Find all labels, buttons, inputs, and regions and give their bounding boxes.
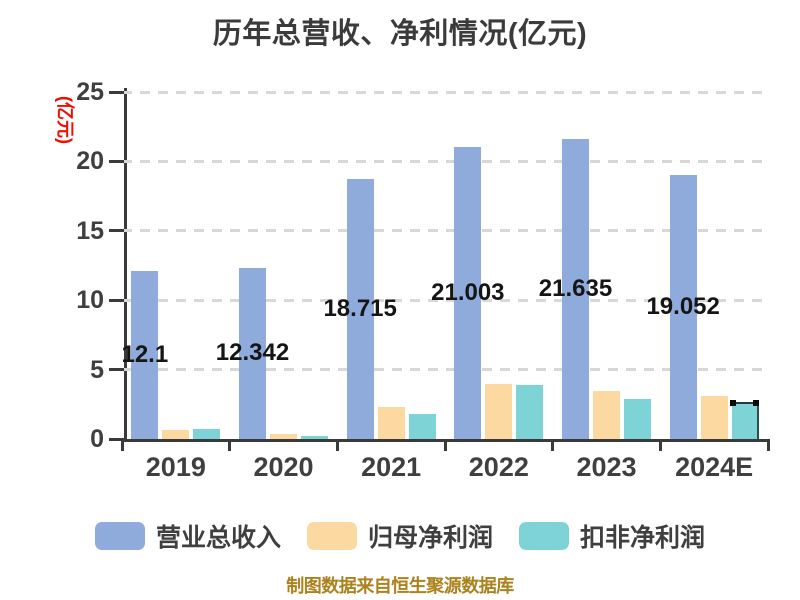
bar-归母净利润-2024E xyxy=(700,395,728,439)
data-source-caption: 制图数据来自恒生聚源数据库 xyxy=(286,576,514,596)
y-tick-label-25: 25 xyxy=(76,78,104,106)
y-axis-line xyxy=(124,88,127,439)
x-tick-2 xyxy=(335,439,339,451)
bar-value-label-2022: 21.003 xyxy=(431,279,505,307)
bar-营业总收入-2020 xyxy=(238,267,266,439)
y-tick-5 xyxy=(109,368,124,372)
plot-area: 0 5 10 15 20 25 2019 12.1 2020 12.342 2021 18.715 20… xyxy=(76,79,770,482)
gridline-5 xyxy=(122,368,768,372)
bar-value-label-2019: 12.1 xyxy=(121,341,169,369)
x-tick-3 xyxy=(443,439,447,451)
gridline-25 xyxy=(122,90,768,94)
y-tick-0 xyxy=(109,437,124,441)
bar-营业总收入-2022 xyxy=(454,147,482,439)
legend-item-revenue: 营业总收入 xyxy=(94,518,281,554)
gridline-10 xyxy=(122,298,768,302)
y-tick-label-20: 20 xyxy=(76,147,104,176)
bar-group-2021 xyxy=(337,92,445,439)
bar-归母净利润-2023 xyxy=(592,391,620,439)
y-tick-label-10: 10 xyxy=(76,286,104,315)
bar-value-label-2024E: 19.052 xyxy=(646,292,720,320)
y-tick-25 xyxy=(109,90,124,94)
legend-swatch-revenue xyxy=(94,522,145,550)
y-tick-15 xyxy=(109,229,124,233)
y-tick-10 xyxy=(109,298,124,302)
legend-swatch-non-gaap-profit xyxy=(519,522,569,550)
y-tick-20 xyxy=(109,159,124,163)
bar-归母净利润-2020 xyxy=(269,434,297,439)
y-tick-label-0: 0 xyxy=(90,425,104,453)
x-category-label-2022: 2022 xyxy=(468,452,529,482)
x-tick-4 xyxy=(551,439,555,451)
legend-label-revenue: 营业总收入 xyxy=(155,524,281,552)
bar-group-2023 xyxy=(553,92,661,439)
bar-归母净利润-2019 xyxy=(162,429,190,439)
bar-group-2020 xyxy=(230,92,338,439)
bar-扣非净利润-2023 xyxy=(623,398,651,439)
x-tick-6 xyxy=(766,439,770,451)
bar-扣非净利润-2019 xyxy=(193,429,221,439)
bar-扣非净利润-2024E xyxy=(729,400,759,439)
bar-归母净利润-2021 xyxy=(377,407,405,439)
gridline-20 xyxy=(122,159,768,163)
bar-value-label-2020: 12.342 xyxy=(215,339,290,367)
bar-归母净利润-2022 xyxy=(485,384,513,439)
bar-营业总收入-2024E xyxy=(669,174,697,439)
bar-group-2024E xyxy=(660,92,768,439)
bar-营业总收入-2021 xyxy=(346,179,374,439)
legend-label-net-profit: 归母净利润 xyxy=(367,524,493,552)
x-category-label-2023: 2023 xyxy=(576,452,637,482)
x-category-label-2021: 2021 xyxy=(361,452,422,482)
legend: 营业总收入 归母净利润 扣非净利润 xyxy=(0,518,800,554)
bar-扣非净利润-2021 xyxy=(408,414,436,439)
bar-营业总收入-2023 xyxy=(561,138,589,439)
gridline-15 xyxy=(122,229,768,233)
chart-title: 历年总营收、净利情况(亿元) xyxy=(212,18,588,50)
bar-value-label-2021: 18.715 xyxy=(323,295,397,323)
legend-item-non-gaap-profit: 扣非净利润 xyxy=(519,518,705,554)
bar-group-2019 xyxy=(122,92,230,439)
legend-label-non-gaap-profit: 扣非净利润 xyxy=(580,524,706,552)
bar-营业总收入-2019 xyxy=(131,271,159,439)
legend-item-net-profit: 归母净利润 xyxy=(306,518,493,554)
bar-value-label-2023: 21.635 xyxy=(538,274,613,302)
x-tick-0 xyxy=(120,439,124,451)
legend-swatch-net-profit xyxy=(306,522,357,550)
x-tick-5 xyxy=(658,439,662,451)
x-category-label-2019: 2019 xyxy=(145,452,206,482)
x-category-label-2020: 2020 xyxy=(253,452,314,482)
bar-扣非净利润-2020 xyxy=(300,436,328,439)
y-tick-label-5: 5 xyxy=(90,355,104,384)
bar-group-2022 xyxy=(445,92,553,439)
bar-扣非净利润-2022 xyxy=(516,384,544,439)
x-tick-1 xyxy=(228,439,232,451)
x-category-label-2024E: 2024E xyxy=(675,452,754,482)
y-tick-label-15: 15 xyxy=(76,216,104,245)
